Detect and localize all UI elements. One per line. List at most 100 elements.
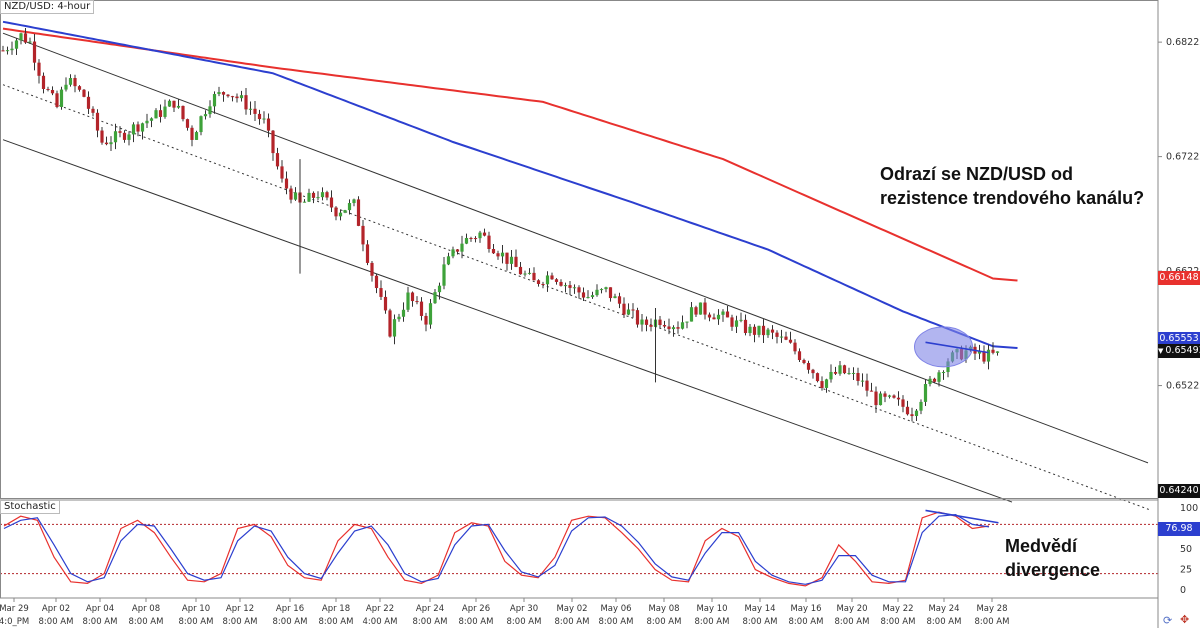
candle-body [347, 203, 352, 211]
candle-body [379, 288, 383, 297]
candle-body [806, 363, 811, 370]
x-tick-time: 4:00 AM [363, 617, 398, 627]
candle-body [356, 199, 361, 226]
candle-body [343, 210, 347, 213]
candle-body [496, 253, 500, 257]
x-tick-date: May 22 [882, 604, 913, 614]
candle-body [887, 395, 892, 397]
candle-body [1, 50, 5, 52]
candle-body [68, 78, 73, 85]
candle-body [559, 281, 563, 286]
candle-body [23, 33, 28, 43]
candle-body [383, 296, 388, 311]
candle-body [622, 303, 626, 315]
candle-body [5, 50, 10, 52]
stoch-k-line [3, 511, 990, 587]
candle-body [518, 266, 523, 275]
candle-body [172, 100, 176, 108]
candle-body [941, 372, 946, 374]
candle-body [415, 301, 419, 303]
candle-body [613, 296, 617, 299]
x-tick-time: 8:00 AM [83, 617, 118, 627]
stochastic-label[interactable]: Stochastic [0, 500, 60, 514]
candle-body [244, 95, 248, 110]
candle-body [14, 40, 19, 49]
candle-body [109, 142, 113, 145]
stoch-tick-label: 0 [1180, 585, 1186, 596]
candle-body [563, 285, 568, 287]
candle-body [86, 96, 91, 109]
candle-body [698, 302, 703, 315]
candle-body [986, 349, 991, 362]
candle-body [46, 88, 50, 90]
candle-body [28, 41, 32, 43]
candle-body [532, 272, 536, 281]
candle-body [662, 325, 667, 327]
candle-body [19, 33, 23, 41]
x-tick-date: Apr 30 [510, 604, 538, 614]
candle-body [595, 289, 599, 296]
stoch-tick-label: 50 [1180, 544, 1192, 555]
candle-body [334, 207, 338, 217]
candle-body [10, 48, 14, 51]
sync-icon[interactable]: ⟳ [1163, 615, 1173, 627]
candle-body [932, 378, 937, 382]
candle-body [847, 373, 851, 375]
candle-body [937, 372, 941, 382]
candle-body [928, 378, 932, 385]
x-tick-time: 8:00 AM [927, 617, 962, 627]
candle-body [239, 95, 244, 99]
stochastic-annotation: Medvědí divergence [1005, 534, 1100, 582]
candle-body [482, 232, 487, 236]
candle-body [190, 127, 194, 140]
candle-body [757, 325, 761, 335]
candle-body [176, 105, 181, 108]
candle-body [901, 399, 905, 407]
candle-body [865, 380, 869, 391]
candle-body [131, 124, 136, 135]
candle-body [266, 118, 271, 131]
candle-body [680, 322, 685, 329]
candle-body [869, 390, 874, 392]
candle-body [608, 287, 613, 299]
x-tick-time: 8:00 AM [743, 617, 778, 627]
x-tick-time: 8:00 AM [129, 617, 164, 627]
candle-body [95, 112, 100, 131]
candle-body [302, 201, 307, 203]
candle-body [59, 89, 64, 107]
x-tick-time: 4:0_PM [0, 617, 29, 627]
candle-body [199, 116, 203, 133]
x-tick-time: 8:00 AM [881, 617, 916, 627]
candle-body [509, 256, 514, 264]
x-tick-time: 8:00 AM [413, 617, 448, 627]
candle-body [743, 319, 748, 334]
candle-body [253, 108, 257, 114]
candle-body [617, 296, 622, 304]
candle-body [536, 280, 541, 284]
candle-body [217, 92, 221, 95]
cross-icon[interactable]: ✥ [1180, 614, 1190, 626]
candle-body [491, 248, 496, 254]
candle-body [725, 311, 730, 318]
candle-body [293, 192, 298, 200]
candle-body [860, 380, 865, 382]
candle-body [464, 237, 469, 244]
candle-body [910, 414, 914, 417]
candle-body [748, 326, 752, 334]
candle-body [487, 235, 491, 249]
candle-body [316, 197, 320, 199]
channel-lower-line [2, 139, 1013, 503]
candle-body [878, 393, 883, 406]
candle-body [649, 324, 653, 327]
candle-body [883, 393, 887, 397]
candle-body [874, 391, 878, 406]
candle-body [694, 307, 698, 315]
candle-body [352, 199, 356, 204]
candle-body [338, 212, 343, 217]
candle-body [590, 295, 595, 298]
candle-body [644, 319, 649, 325]
x-tick-date: Mar 29 [0, 604, 29, 614]
candle-body [568, 285, 572, 288]
instrument-label[interactable]: NZD/USD: 4-hour [0, 0, 95, 14]
candle-body [761, 325, 766, 336]
